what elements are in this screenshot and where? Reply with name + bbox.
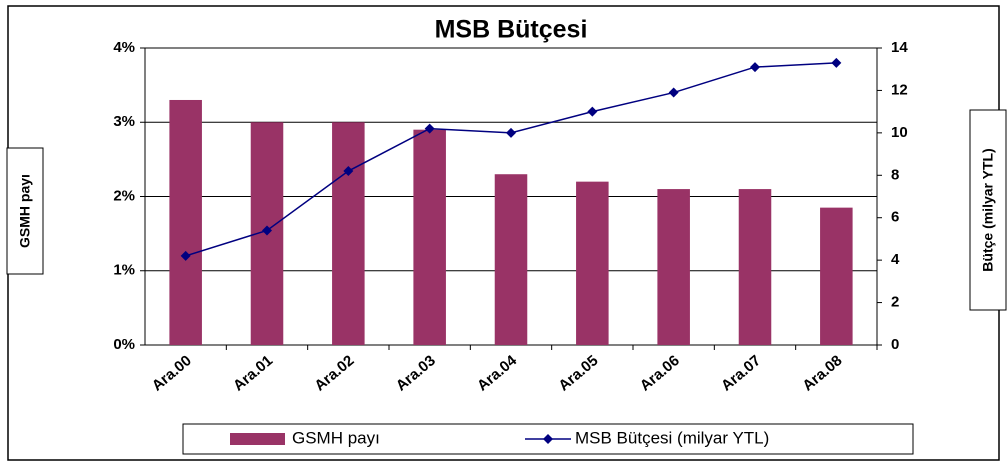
marker	[262, 225, 272, 236]
bar	[657, 189, 690, 345]
y-tick-label: 0%	[113, 336, 135, 353]
legend-label: GSMH payı	[292, 428, 380, 447]
legend-marker	[543, 434, 553, 444]
y-tick-label: 4%	[113, 39, 135, 56]
y-tick-label: 3%	[113, 113, 135, 130]
chart-title: MSB Bütçesi	[435, 16, 588, 44]
y2-tick-label: 0	[891, 336, 899, 353]
y-tick-label: 2%	[113, 187, 135, 204]
marker	[424, 123, 435, 134]
bar	[413, 129, 446, 345]
y2-tick-label: 14	[891, 39, 908, 56]
y-tick-label: 1%	[113, 262, 135, 279]
bar	[738, 189, 772, 345]
bar	[494, 174, 528, 345]
y-axis-label: GSMH payı	[17, 174, 33, 248]
bar	[332, 122, 365, 345]
y2-tick-label: 8	[891, 166, 899, 183]
marker	[180, 250, 191, 261]
y2-axis-label: Bütçe (milyar YTL)	[980, 148, 996, 271]
y2-label-box	[969, 109, 1007, 311]
marker	[750, 62, 760, 73]
marker	[668, 87, 679, 98]
y-label-box	[6, 147, 44, 275]
y2-tick-label: 10	[891, 124, 908, 141]
marker	[831, 57, 842, 68]
bar	[576, 181, 609, 345]
y2-tick-label: 2	[891, 294, 899, 311]
y2-tick-label: 4	[891, 251, 900, 268]
marker	[587, 106, 598, 117]
legend-label: MSB Bütçesi (milyar YTL)	[575, 428, 769, 447]
y2-tick-label: 12	[891, 81, 908, 98]
bar	[169, 99, 202, 345]
marker	[343, 166, 354, 177]
y2-tick-label: 6	[891, 209, 899, 226]
legend-swatch	[230, 433, 285, 445]
marker	[506, 127, 516, 138]
bar	[820, 207, 853, 345]
